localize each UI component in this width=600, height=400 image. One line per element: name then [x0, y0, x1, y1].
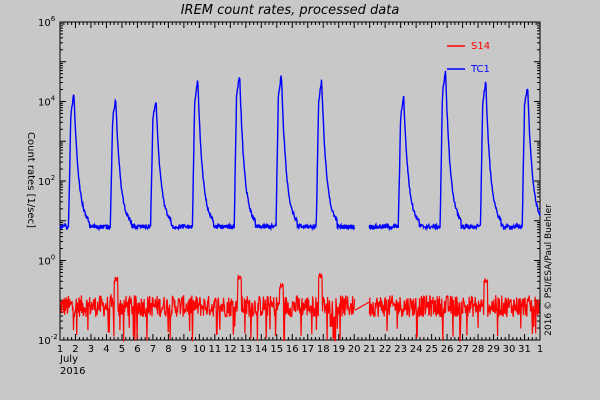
x-tick-label: 26	[441, 344, 454, 355]
x-tick-label: 21	[363, 344, 376, 355]
x-tick-label: 1	[57, 344, 63, 355]
series-layer	[59, 70, 541, 342]
legend-label-s14: S14	[471, 41, 490, 52]
y-axis: 106 104 102 100 10-2	[38, 15, 540, 347]
x-axis-year-label: 2016	[60, 366, 85, 377]
x-tick-label: 18	[317, 344, 330, 355]
x-tick-label: 30	[503, 344, 516, 355]
plot-frame	[59, 21, 541, 341]
x-tick-label: 1	[537, 344, 543, 355]
x-tick-label: 7	[150, 344, 156, 355]
x-tick-label: 24	[410, 344, 423, 355]
x-tick-label: 14	[255, 344, 268, 355]
y-tick-label: 100	[38, 254, 55, 268]
x-tick-label: 6	[134, 344, 140, 355]
x-tick-label: 11	[208, 344, 221, 355]
y-tick-exponent: 6	[51, 15, 56, 23]
series-line-tc1	[59, 70, 541, 232]
x-tick-label: 17	[301, 344, 314, 355]
x-tick-label: 5	[119, 344, 125, 355]
y-tick-exponent: 0	[51, 254, 55, 262]
x-tick-label: 10	[193, 344, 206, 355]
x-tick-label: 9	[181, 344, 187, 355]
y-tick-label: 102	[38, 174, 55, 188]
series-line-s14	[59, 272, 541, 342]
legend-label-tc1: TC1	[470, 64, 490, 75]
y-tick-label: 10-2	[38, 333, 58, 347]
x-tick-label: 28	[472, 344, 485, 355]
y-tick-exponent: -2	[51, 333, 58, 341]
x-tick-label: 31	[518, 344, 531, 355]
x-tick-label: 25	[425, 344, 438, 355]
y-tick-exponent: 2	[51, 174, 55, 182]
x-tick-label: 2	[72, 344, 78, 355]
y-tick-label: 106	[38, 15, 56, 29]
x-tick-label: 12	[224, 344, 237, 355]
x-axis: 1 2 3 4 5 6 7 8 9 10 11 12 13 14 15 16 17 18 19 20 21 22 23 24 2…	[57, 22, 543, 355]
copyright-credit: 2016 © PSI/ESA/Paul Buehler	[544, 204, 554, 336]
series-tc1	[59, 70, 541, 232]
x-tick-label: 19	[332, 344, 345, 355]
x-tick-label: 13	[239, 344, 252, 355]
x-tick-label: 4	[103, 344, 109, 355]
y-axis-label: Count rates [1/sec]	[25, 132, 36, 228]
x-tick-label: 27	[456, 344, 469, 355]
x-tick-label: 15	[270, 344, 283, 355]
chart-title: IREM count rates, processed data	[181, 3, 400, 18]
x-tick-label: 23	[394, 344, 407, 355]
gap-connector-s14	[354, 301, 370, 311]
x-tick-label: 16	[286, 344, 299, 355]
x-tick-label: 20	[348, 344, 361, 355]
x-tick-label: 29	[487, 344, 500, 355]
x-tick-label: 3	[88, 344, 94, 355]
y-tick-label: 104	[38, 95, 56, 109]
series-s14	[59, 272, 541, 342]
y-tick-exponent: 4	[51, 95, 56, 103]
x-axis-month-label: July	[59, 354, 78, 365]
x-tick-label: 22	[379, 344, 392, 355]
x-tick-label: 8	[165, 344, 171, 355]
legend: S14 TC1	[447, 41, 490, 75]
